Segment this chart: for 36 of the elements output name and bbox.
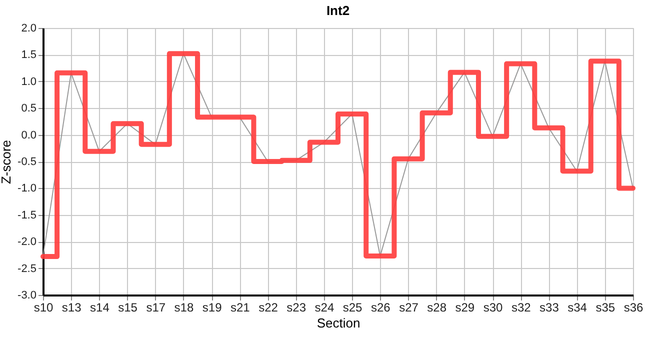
x-tick-label: s28 (427, 300, 447, 314)
x-tick-label: s32 (511, 300, 532, 314)
x-tick-label: s29 (455, 300, 475, 314)
x-tick-label: s34 (568, 300, 588, 314)
x-tick-label: s30 (483, 300, 504, 314)
y-tick-label: 2.0 (21, 22, 36, 34)
x-tick-label: s18 (174, 300, 194, 314)
y-tick-label: 1.5 (21, 49, 36, 62)
y-tick-label: -0.5 (18, 156, 36, 168)
x-tick-label: s17 (146, 300, 166, 314)
x-tick-label: s10 (34, 300, 54, 314)
x-tick-label: s36 (624, 300, 644, 314)
x-tick-label: s27 (399, 300, 419, 314)
x-tick-label: s14 (90, 300, 110, 314)
y-tick-label: 0.5 (21, 102, 36, 115)
x-tick-label: s15 (118, 300, 138, 314)
y-tick-label: -2.0 (18, 236, 36, 248)
x-tick-label: s35 (596, 300, 616, 314)
x-tick-label: s21 (230, 300, 250, 314)
y-tick-label: -1.5 (18, 209, 36, 222)
x-tick-label: s24 (314, 300, 334, 314)
y-tick-label: 1.0 (21, 76, 36, 88)
y-tick-label: -3.0 (18, 290, 36, 302)
x-axis-title: Section (316, 316, 360, 330)
chart-title: Int2 (326, 3, 350, 18)
x-tick-label: s19 (202, 300, 222, 314)
x-tick-label: s25 (342, 300, 363, 314)
y-tick-label: -2.5 (18, 262, 36, 275)
y-axis-title: Z-score (0, 140, 14, 184)
y-tick-label: -1.0 (18, 182, 36, 195)
x-tick-label: s13 (62, 300, 82, 314)
x-tick-label: s33 (540, 300, 560, 314)
x-tick-label: s23 (286, 300, 306, 314)
y-tick-label: 0.0 (21, 129, 36, 142)
x-tick-label: s22 (258, 300, 278, 314)
x-tick-label: s26 (370, 300, 391, 314)
